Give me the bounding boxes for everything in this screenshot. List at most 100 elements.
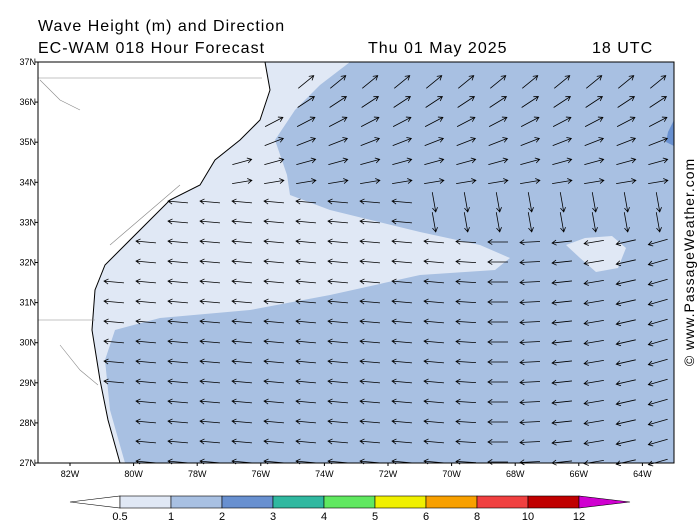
direction-arrow — [263, 398, 284, 405]
direction-arrow — [551, 359, 572, 366]
colorbar-label: 0.5 — [112, 511, 127, 523]
direction-arrow — [488, 137, 509, 147]
direction-arrow — [455, 378, 477, 385]
direction-arrow — [585, 96, 603, 108]
direction-arrow — [583, 259, 604, 266]
direction-arrow — [295, 398, 316, 405]
state-border — [38, 77, 262, 386]
lat-label: 31N — [19, 298, 36, 308]
direction-arrow — [552, 116, 572, 127]
colorbar-bin — [476, 495, 529, 509]
direction-arrow — [647, 258, 668, 267]
direction-arrow — [231, 318, 252, 325]
direction-arrow — [487, 419, 509, 425]
direction-arrow — [455, 298, 477, 305]
direction-arrow — [264, 157, 285, 166]
direction-arrow — [423, 438, 444, 445]
direction-arrow — [167, 218, 188, 225]
direction-arrow — [263, 218, 284, 225]
direction-arrow — [327, 398, 348, 405]
direction-arrow — [487, 259, 509, 265]
direction-arrow — [487, 359, 509, 365]
colorbar-label: 12 — [573, 511, 585, 523]
direction-arrow — [263, 318, 284, 325]
direction-arrow — [655, 212, 662, 233]
lon-label: 82W — [61, 469, 80, 479]
title: Wave Height (m) and Direction — [38, 18, 285, 35]
direction-arrow — [527, 212, 534, 233]
direction-arrow — [520, 137, 541, 147]
direction-arrow — [391, 418, 412, 425]
direction-arrow — [167, 438, 188, 445]
direction-arrow — [391, 298, 412, 305]
direction-arrow — [423, 358, 444, 365]
direction-arrow — [616, 116, 636, 127]
direction-arrow — [616, 178, 637, 185]
direction-arrow — [199, 298, 220, 305]
direction-arrow — [487, 339, 509, 345]
direction-arrow — [263, 238, 284, 245]
direction-arrow — [519, 379, 541, 386]
lon-label: 70W — [442, 469, 461, 479]
direction-arrow — [519, 339, 541, 346]
direction-arrow — [295, 298, 316, 305]
credit: © www.PassageWeather.com — [681, 158, 697, 366]
direction-arrow — [135, 338, 156, 345]
direction-arrow — [103, 378, 124, 385]
direction-arrow — [135, 418, 156, 425]
direction-arrow — [393, 96, 411, 108]
direction-arrow — [263, 438, 284, 445]
lon-label: 64W — [633, 469, 652, 479]
direction-arrow — [456, 178, 477, 185]
direction-arrow — [359, 298, 380, 305]
direction-arrow — [103, 298, 124, 305]
direction-arrow — [617, 96, 635, 108]
direction-arrow — [551, 419, 572, 426]
direction-arrow — [264, 116, 284, 127]
direction-arrow — [295, 438, 316, 445]
direction-arrow — [584, 137, 605, 147]
direction-arrow — [425, 96, 443, 108]
lat-label: 36N — [19, 97, 36, 107]
direction-arrow — [647, 278, 668, 287]
direction-arrow — [584, 157, 605, 166]
direction-arrow — [359, 318, 380, 325]
direction-arrow — [551, 439, 572, 446]
direction-arrow — [263, 378, 284, 385]
direction-arrow — [583, 359, 604, 366]
lat-label: 30N — [19, 338, 36, 348]
direction-arrow — [583, 319, 604, 326]
direction-arrow — [455, 438, 477, 445]
direction-arrow — [487, 299, 509, 305]
direction-arrow — [295, 418, 316, 425]
direction-arrow — [295, 258, 316, 265]
direction-arrow — [616, 157, 637, 166]
lon-label: 66W — [570, 469, 589, 479]
direction-arrow — [295, 218, 316, 225]
direction-arrow — [649, 96, 667, 108]
direction-arrow — [199, 198, 220, 205]
direction-arrow — [391, 358, 412, 365]
direction-arrow — [359, 438, 380, 445]
direction-arrow — [297, 96, 315, 108]
direction-arrow — [135, 398, 156, 405]
direction-arrow — [298, 75, 315, 89]
colorbar-bin — [323, 495, 376, 509]
direction-arrow — [359, 358, 380, 365]
direction-arrow — [458, 75, 475, 89]
direction-arrow — [391, 338, 412, 345]
direction-arrow — [392, 116, 412, 127]
map-area — [37, 61, 675, 467]
direction-arrow — [103, 318, 124, 325]
direction-arrow — [327, 278, 348, 285]
direction-arrow — [616, 137, 637, 147]
direction-arrow — [167, 358, 188, 365]
colorbar-bin — [374, 495, 427, 509]
direction-arrow — [423, 378, 444, 385]
direction-arrow — [559, 212, 566, 233]
direction-arrow — [391, 238, 412, 245]
direction-arrow — [487, 279, 509, 285]
direction-arrow — [392, 137, 413, 147]
direction-arrow — [591, 192, 598, 213]
direction-arrow — [167, 238, 188, 245]
